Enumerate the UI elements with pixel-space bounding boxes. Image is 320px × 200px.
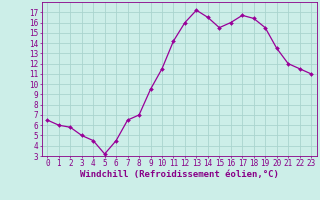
X-axis label: Windchill (Refroidissement éolien,°C): Windchill (Refroidissement éolien,°C) <box>80 170 279 179</box>
